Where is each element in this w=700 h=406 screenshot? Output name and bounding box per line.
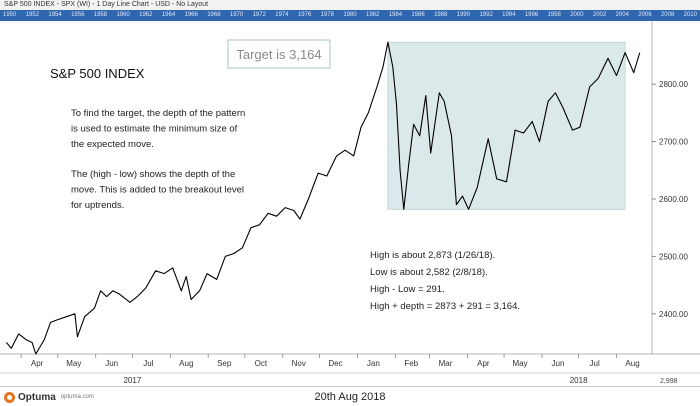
target-box-label: Target is 3,164 [236,47,321,62]
timeline-year-1962[interactable]: 1962 [139,12,153,18]
timeline-year-1966[interactable]: 1966 [184,12,198,18]
timeline-year-1998[interactable]: 1998 [547,12,561,18]
timeline-strip-years: 1950 1952 1954 1956 1958 1960 1962 1964 1966 1968… [3,10,700,21]
calculation-text: High is about 2,873 (1/26/18). [370,250,495,261]
explanation-text-1: the expected move. [71,139,154,150]
chart-date: 20th Aug 2018 [314,391,386,403]
y-tick-label: 2400.00 [659,310,688,319]
x-month-label: Feb [404,359,418,368]
chart-area[interactable]: 2400.00 2500.00 2600.00 2700.00 2800.00 2,998… [0,21,700,386]
y-tick-label: 2600.00 [659,195,688,204]
x-month-label: May [512,359,527,368]
x-month-label: Jul [143,359,153,368]
logo-url: optuma.com [60,394,94,400]
x-year-label: 2018 [570,376,588,385]
calculation-text: High + depth = 2873 + 291 = 3,164. [370,301,520,312]
x-year-label: 2017 [123,376,141,385]
timeline-year-1990[interactable]: 1990 [456,12,471,18]
x-month-label: Apr [477,359,490,368]
y-tick-label: 2500.00 [659,252,688,261]
explanation-text-2: for uptrends. [71,200,124,211]
timeline-year-1954[interactable]: 1954 [48,12,62,18]
x-month-label: Aug [179,359,193,368]
x-month-label: Apr [31,359,44,368]
y-tick-label: 2700.00 [659,138,688,147]
footer-bar: Optuma optuma.com 20th Aug 2018 [0,386,700,406]
timeline-year-1970[interactable]: 1970 [229,12,244,18]
x-month-label: Jan [367,359,380,368]
timeline-year-1982[interactable]: 1982 [366,12,380,18]
x-month-label: Dec [328,359,342,368]
timeline-year-1994[interactable]: 1994 [502,12,516,18]
x-month-label: Jun [105,359,118,368]
chart-title: S&P 500 INDEX [50,66,145,81]
x-month-label: Oct [255,359,268,368]
timeline-year-1974[interactable]: 1974 [275,12,289,18]
y-tick-label: 2800.00 [659,80,688,89]
timeline-year-1958[interactable]: 1958 [93,12,108,18]
logo-text: Optuma [18,391,56,403]
x-month-label: Sep [217,359,232,368]
last-value-label: 2,998 [660,378,678,385]
price-line-group [5,41,641,355]
timeline-year-1984[interactable]: 1984 [388,12,403,18]
timeline-year-1952[interactable]: 1952 [25,12,40,18]
explanation-text-1: To find the target, the depth of the pat… [71,108,245,119]
target-box [227,39,331,69]
x-month-label: Jun [552,359,565,368]
timeline-year-1960[interactable]: 1960 [116,12,130,18]
timeline-year-1986[interactable]: 1986 [411,12,425,18]
timeline-year-2002[interactable]: 2002 [592,12,607,18]
pattern-depth-highlight [387,41,626,210]
timeline-year-1972[interactable]: 1972 [252,12,266,18]
explanation-text-2: move. This is added to the breakout leve… [71,185,244,196]
optuma-logo: Optuma optuma.com [4,390,94,404]
x-month-label: Aug [625,359,639,368]
explanation-text-2: The (high - low) shows the depth of the [71,169,235,180]
window-title: S&P 500 INDEX - SPX (WI) - 1 Day Line Ch… [0,0,700,10]
timeline-year-2000[interactable]: 2000 [570,12,584,18]
timeline-year-1956[interactable]: 1956 [71,12,85,18]
y-axis: 2400.00 2500.00 2600.00 2700.00 2800.00 2,998 [652,80,688,385]
timeline-year-1992[interactable]: 1992 [479,12,493,18]
timeline-year-1964[interactable]: 1964 [161,12,176,18]
annotations: Target is 3,164 S&P 500 INDEX To find the … [50,39,520,312]
timeline-year-2008[interactable]: 2008 [660,12,675,18]
timeline-year-1988[interactable]: 1988 [434,12,448,18]
calculation-text: Low is about 2,582 (2/8/18). [370,267,488,278]
timeline-year-2010[interactable]: 2010 [683,12,697,18]
timeline-year-1976[interactable]: 1976 [297,12,312,18]
timeline-year-1968[interactable]: 1968 [207,12,221,18]
timeline-strip[interactable]: 1950 1952 1954 1956 1958 1960 1962 1964 1966 1968… [0,10,700,21]
calculation-text: High - Low = 291. [370,284,445,295]
x-month-label: Mar [439,359,453,368]
price-line [5,41,641,355]
x-month-label: Nov [292,359,306,368]
timeline-year-1996[interactable]: 1996 [524,12,539,18]
explanation-text-1: is used to estimate the minimum size of [71,124,238,135]
chart-grid [0,21,700,374]
optuma-logo-icon [4,391,15,403]
timeline-year-2006[interactable]: 2006 [638,12,652,18]
x-axis: Apr May Jun Jul Aug Sep Oct Nov Dec Jan Feb Mar Apr M… [20,354,640,385]
timeline-year-2004[interactable]: 2004 [615,12,629,18]
timeline-year-1978[interactable]: 1978 [320,12,334,18]
x-month-label: May [66,359,81,368]
timeline-year-1950[interactable]: 1950 [3,12,17,18]
x-month-label: Jul [590,359,600,368]
timeline-year-1980[interactable]: 1980 [343,12,357,18]
